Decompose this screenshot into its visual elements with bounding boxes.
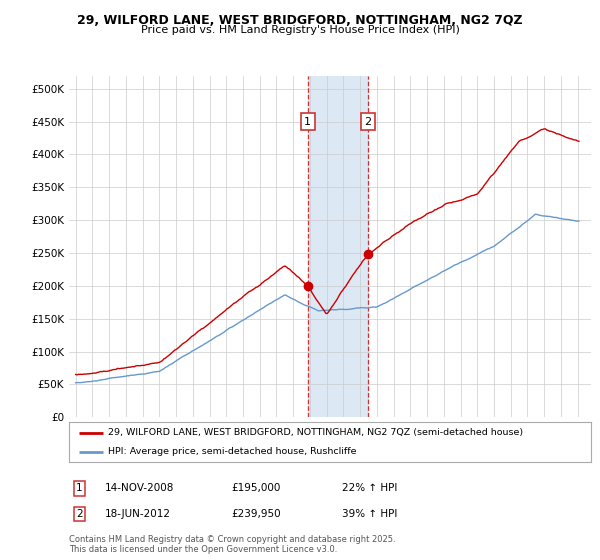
Text: 29, WILFORD LANE, WEST BRIDGFORD, NOTTINGHAM, NG2 7QZ: 29, WILFORD LANE, WEST BRIDGFORD, NOTTIN… xyxy=(77,14,523,27)
Text: 39% ↑ HPI: 39% ↑ HPI xyxy=(342,509,397,519)
Text: 2: 2 xyxy=(364,116,371,127)
Text: Contains HM Land Registry data © Crown copyright and database right 2025.
This d: Contains HM Land Registry data © Crown c… xyxy=(69,535,395,554)
Text: Price paid vs. HM Land Registry's House Price Index (HPI): Price paid vs. HM Land Registry's House … xyxy=(140,25,460,35)
Text: 2: 2 xyxy=(76,509,83,519)
Text: 1: 1 xyxy=(76,483,83,493)
Text: 18-JUN-2012: 18-JUN-2012 xyxy=(105,509,171,519)
Text: HPI: Average price, semi-detached house, Rushcliffe: HPI: Average price, semi-detached house,… xyxy=(108,447,356,456)
Text: 1: 1 xyxy=(304,116,311,127)
Text: 14-NOV-2008: 14-NOV-2008 xyxy=(105,483,175,493)
Text: £195,000: £195,000 xyxy=(231,483,280,493)
Text: £239,950: £239,950 xyxy=(231,509,281,519)
Text: 29, WILFORD LANE, WEST BRIDGFORD, NOTTINGHAM, NG2 7QZ (semi-detached house): 29, WILFORD LANE, WEST BRIDGFORD, NOTTIN… xyxy=(108,428,523,437)
Bar xyxy=(308,76,368,417)
Text: 22% ↑ HPI: 22% ↑ HPI xyxy=(342,483,397,493)
